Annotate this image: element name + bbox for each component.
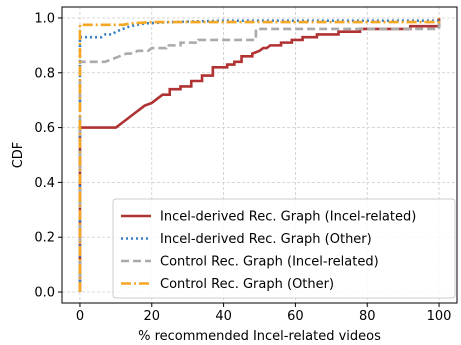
- series-line-1: [78, 17, 441, 293]
- plot-frame: [61, 6, 458, 304]
- legend-label: Control Rec. Graph (Other): [160, 277, 334, 292]
- x-tick-label: 20: [143, 309, 160, 324]
- x-tick-label: 60: [287, 309, 304, 324]
- x-tick-label: 100: [427, 309, 452, 324]
- legend: Incel-derived Rec. Graph (Incel-related)…: [112, 198, 456, 299]
- x-tick-label: 80: [359, 309, 376, 324]
- axis-ticks: 0 20 40 60 80 100 0.0 0.2 0.4 0.6 0.8 1.0: [34, 11, 451, 324]
- x-tick-label: 40: [215, 309, 232, 324]
- y-tick-label: 0.4: [34, 176, 55, 191]
- series-line-2: [78, 17, 441, 293]
- series-lines: [78, 17, 441, 293]
- series-line-3: [78, 17, 441, 293]
- y-tick-label: 1.0: [34, 11, 55, 26]
- legend-label: Incel-derived Rec. Graph (Other): [160, 232, 372, 247]
- x-axis-label: % recommended Incel-related videos: [138, 329, 381, 344]
- x-tick-label: 0: [76, 309, 84, 324]
- y-tick-label: 0.8: [34, 66, 55, 81]
- legend-label: Control Rec. Graph (Incel-related): [160, 255, 379, 270]
- y-axis-label: CDF: [11, 142, 26, 169]
- y-tick-label: 0.0: [34, 286, 55, 301]
- legend-box: [112, 198, 456, 299]
- y-tick-label: 0.6: [34, 121, 55, 136]
- series-line-4: [78, 17, 441, 293]
- legend-label: Incel-derived Rec. Graph (Incel-related): [160, 210, 416, 225]
- y-tick-label: 0.2: [34, 231, 55, 246]
